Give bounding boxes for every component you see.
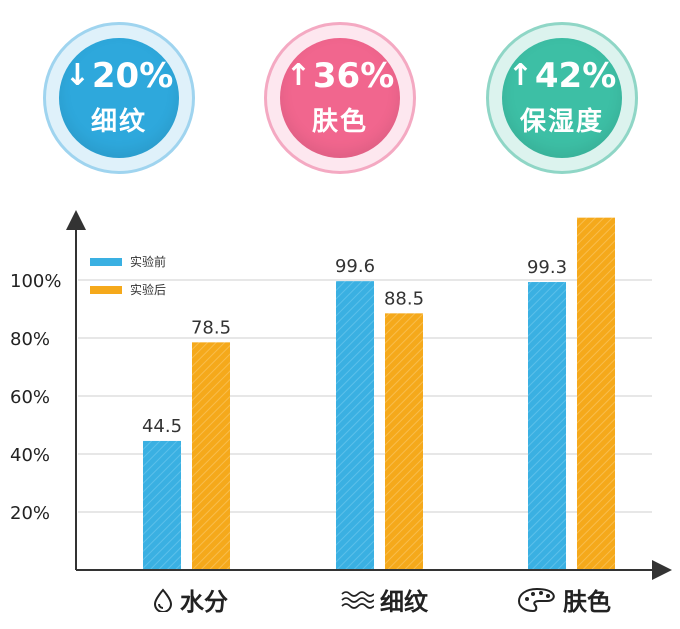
badge-label: 肤色 [311, 106, 368, 137]
category-text: 细纹 [380, 588, 428, 616]
category-text: 水分 [180, 588, 228, 616]
y-tick-label: 40% [10, 445, 50, 466]
badge-label: 细纹 [90, 106, 147, 137]
y-tick-label: 60% [10, 387, 50, 408]
badge-disc: ↑ 42% 保湿度 [502, 38, 622, 158]
data-label: 99.3 [527, 257, 567, 278]
bar-after-2 [577, 217, 615, 570]
y-tick-labels: 20% 40% 60% 80% 100% [10, 271, 61, 524]
bar-after-0 [192, 342, 230, 570]
badge-disc: ↓ 20% 细纹 [59, 38, 179, 158]
badge-wrinkles: ↓ 20% 细纹 [43, 22, 195, 174]
bar-after-1 [385, 313, 423, 570]
badge-value: 42% [534, 55, 617, 96]
palette-icon [517, 587, 555, 612]
bar-chart: 20% 40% 60% 80% 100% 44.5 99.6 99.3 78.5 88.5 121… [10, 210, 672, 580]
category-label-water: 水分 [152, 582, 228, 617]
badge-moisture: ↑ 42% 保湿度 [486, 22, 638, 174]
badge-label: 保湿度 [519, 106, 604, 137]
data-label: 88.5 [384, 288, 424, 309]
arrow-up-icon: ↑ [285, 57, 311, 93]
arrow-up-icon: ↑ [507, 57, 533, 93]
wave-lines-icon [341, 590, 374, 609]
bars [143, 217, 615, 570]
arrow-down-icon: ↓ [64, 57, 90, 93]
y-tick-label: 100% [10, 271, 61, 292]
data-label: 44.5 [142, 416, 182, 437]
badge-disc: ↑ 36% 肤色 [280, 38, 400, 158]
legend-swatch-before [90, 258, 122, 266]
legend-swatch-after [90, 286, 122, 294]
data-labels: 44.5 99.6 99.3 78.5 88.5 121.5 [142, 210, 622, 437]
y-tick-label: 80% [10, 329, 50, 350]
category-text: 肤色 [563, 588, 611, 616]
category-label-wrinkles: 细纹 [340, 582, 428, 617]
bar-before-2 [528, 282, 566, 570]
legend-label-before: 实验前 [130, 254, 166, 269]
bar-before-1 [336, 281, 374, 570]
legend-label-after: 实验后 [130, 282, 166, 297]
y-tick-label: 20% [10, 503, 50, 524]
badge-skin-tone: ↑ 36% 肤色 [264, 22, 416, 174]
data-label: 78.5 [191, 317, 231, 338]
bar-before-0 [143, 440, 181, 570]
badge-value: 36% [312, 55, 395, 96]
water-drop-icon [153, 587, 173, 612]
legend: 实验前 实验后 [90, 254, 166, 297]
data-label: 99.6 [335, 256, 375, 277]
badge-value: 20% [91, 55, 174, 96]
data-label: 121.5 [570, 210, 622, 214]
category-label-skin-tone: 肤色 [517, 582, 611, 617]
